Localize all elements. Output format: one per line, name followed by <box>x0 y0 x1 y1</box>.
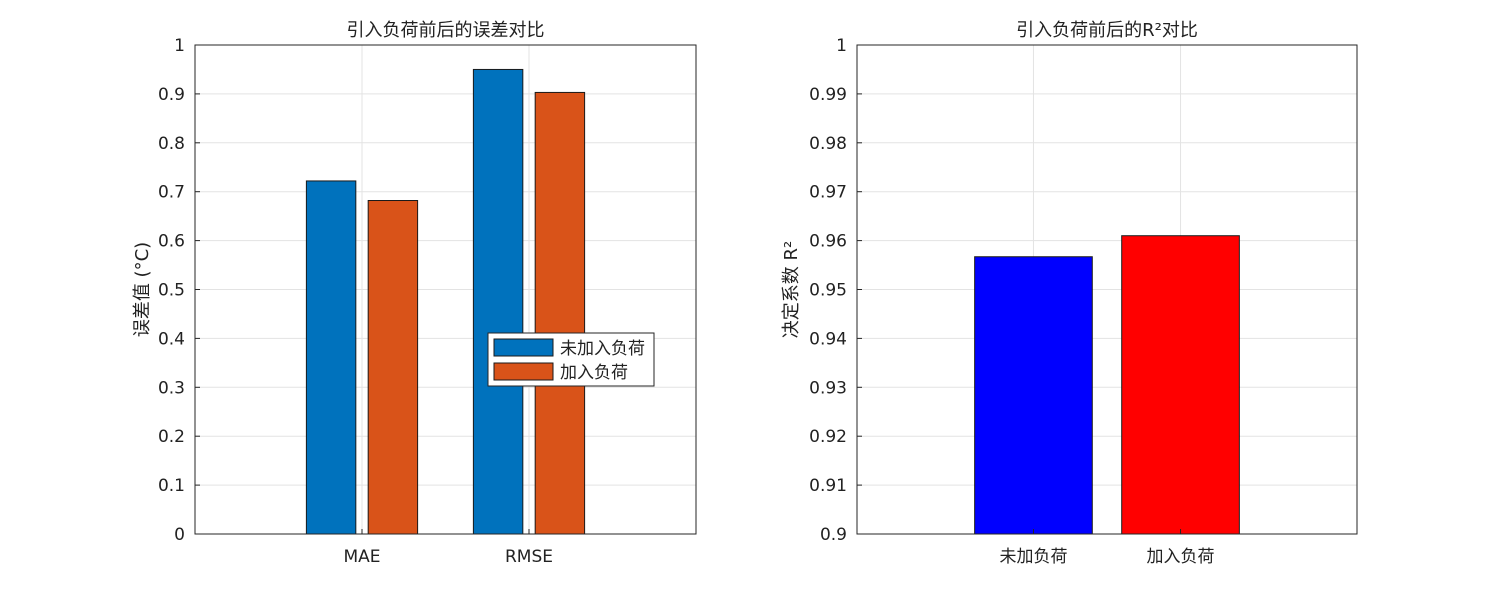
y-tick-label: 0.97 <box>809 183 847 203</box>
y-axis-label: 决定系数 R² <box>781 241 802 338</box>
x-tick-label: RMSE <box>505 547 553 567</box>
bar <box>974 256 1093 535</box>
y-tick-label: 0.1 <box>158 476 185 496</box>
bars <box>974 235 1240 535</box>
y-tick-label: 0.94 <box>809 329 847 349</box>
y-tick-label: 0.2 <box>158 427 185 447</box>
y-tick-label: 0.9 <box>158 85 185 105</box>
y-tick-label: 0.5 <box>158 281 185 301</box>
legend-swatch <box>493 362 554 381</box>
chart-title: 引入负荷前后的R²对比 <box>1016 20 1198 41</box>
y-tick-label: 1 <box>174 36 185 56</box>
y-axis-label: 误差值 (°C) <box>132 242 153 337</box>
y-tick-label: 0.93 <box>809 378 847 398</box>
legend-label: 加入负荷 <box>560 363 628 383</box>
y-tick-label: 0.4 <box>158 329 185 349</box>
chart-title: 引入负荷前后的误差对比 <box>347 20 545 41</box>
bar <box>534 91 586 535</box>
y-tick-label: 0.92 <box>809 427 847 447</box>
legend-swatch <box>493 338 554 357</box>
y-tick-label: 1 <box>836 36 847 56</box>
y-tick-label: 0.95 <box>809 281 847 301</box>
bar <box>367 200 419 535</box>
error-comparison-chart: 0 0.1 0.2 0.3 0.4 0.5 0.6 0.7 0.8 0.9 1 MAE RMSE 引入… <box>132 20 697 567</box>
y-tick-label: 0.9 <box>820 525 847 545</box>
x-ticks: MAE RMSE <box>343 529 553 567</box>
y-tick-label: 0.7 <box>158 183 185 203</box>
bar <box>305 180 357 535</box>
bars <box>305 68 586 535</box>
bar <box>1121 235 1240 535</box>
x-ticks: 未加负荷 加入负荷 <box>999 529 1215 567</box>
y-tick-label: 0.6 <box>158 232 185 252</box>
y-tick-label: 0.91 <box>809 476 847 496</box>
y-tick-label: 0.99 <box>809 85 847 105</box>
r2-comparison-chart: 0.9 0.91 0.92 0.93 0.94 0.95 0.96 0.97 0.98 0.99 1… <box>781 20 1358 567</box>
y-tick-label: 0.96 <box>809 232 847 252</box>
y-tick-label: 0.3 <box>158 378 185 398</box>
x-tick-label: 未加负荷 <box>999 547 1067 567</box>
y-tick-label: 0.8 <box>158 134 185 154</box>
y-tick-label: 0 <box>174 525 185 545</box>
x-tick-label: MAE <box>343 547 380 567</box>
legend-label: 未加入负荷 <box>560 339 645 359</box>
y-ticks: 0 0.1 0.2 0.3 0.4 0.5 0.6 0.7 0.8 0.9 1 <box>158 36 200 545</box>
x-tick-label: 加入负荷 <box>1147 547 1215 567</box>
bar <box>472 68 524 535</box>
y-ticks: 0.9 0.91 0.92 0.93 0.94 0.95 0.96 0.97 0.98 0.99 1 <box>809 36 862 545</box>
y-tick-label: 0.98 <box>809 134 847 154</box>
